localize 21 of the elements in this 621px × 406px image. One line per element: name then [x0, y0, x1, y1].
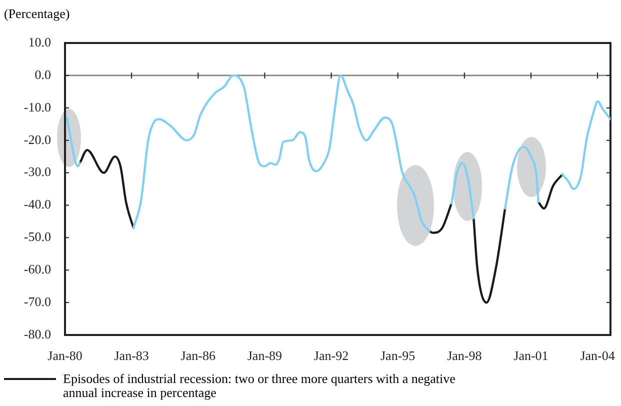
x-tick-label: Jan-86 — [180, 348, 216, 364]
x-tick-label: Jan-89 — [247, 348, 282, 364]
y-tick-label: 10.0 — [28, 34, 51, 50]
y-tick-label: 0.0 — [34, 66, 51, 82]
y-tick-label: -10.0 — [24, 99, 51, 114]
y-tick-label: -70.0 — [24, 294, 51, 309]
x-tick-label: Jan-92 — [314, 348, 349, 364]
x-tick-label: Jan-83 — [114, 348, 149, 364]
legend-label: Episodes of industrial recession: two or three more quarters with a negative annual increase in percentage — [63, 371, 456, 400]
y-axis-title: (Percentage) — [4, 6, 70, 22]
y-tick-label: -50.0 — [24, 229, 51, 244]
y-tick-label: -40.0 — [24, 196, 51, 212]
x-tick-label: Jan-80 — [48, 348, 82, 364]
y-tick-label: -30.0 — [24, 164, 51, 180]
x-tick-label: Jan-01 — [514, 348, 548, 364]
y-tick-label: -60.0 — [24, 262, 51, 277]
x-tick-label: Jan-04 — [580, 348, 616, 364]
y-tick-label: -80.0 — [24, 326, 51, 342]
x-tick-label: Jan-95 — [380, 348, 416, 364]
y-tick-label: -20.0 — [24, 132, 51, 147]
x-tick-label: Jan-98 — [447, 348, 482, 364]
